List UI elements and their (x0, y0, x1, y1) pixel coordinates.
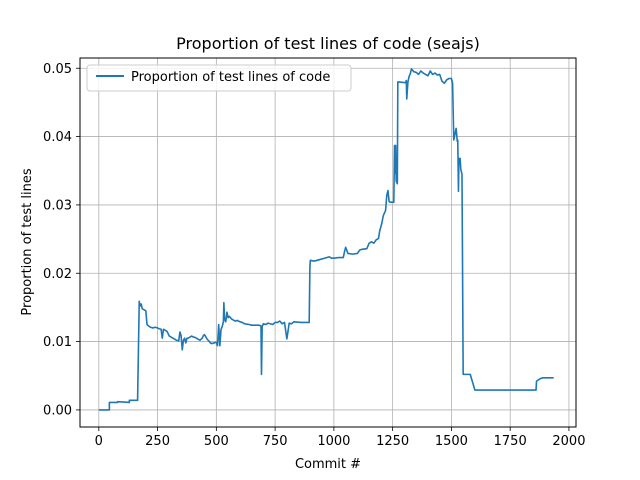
plot-frame (79, 57, 577, 428)
chart-title: Proportion of test lines of code (seajs) (176, 34, 480, 53)
y-tick-label: 0.02 (43, 267, 72, 282)
x-tick-label: 750 (263, 434, 288, 449)
legend: Proportion of test lines of code (86, 64, 352, 92)
y-tick-label: 0.05 (43, 62, 72, 77)
x-tick-label: 1000 (317, 434, 350, 449)
y-tick-label: 0.03 (43, 198, 72, 213)
series-layer (98, 68, 554, 411)
y-axis-label: Proportion of test lines (20, 168, 35, 315)
x-tick-label: 500 (204, 434, 229, 449)
legend-box (86, 64, 352, 92)
x-tick-label: 1750 (494, 434, 527, 449)
x-tick-label: 0 (95, 434, 103, 449)
ticks: 0 250 500 750 1000 1250 1500 1750 2000 0.00 0.01 0.… (43, 62, 585, 449)
y-tick-label: 0.01 (43, 335, 72, 350)
y-tick-label: 0.04 (43, 130, 72, 145)
y-tick-label: 0.00 (43, 403, 72, 418)
legend-entry: Proportion of test lines of code (131, 70, 330, 85)
x-tick-label: 2000 (552, 434, 585, 449)
x-tick-label: 1500 (435, 434, 468, 449)
x-axis-label: Commit # (295, 457, 361, 472)
series-line (98, 68, 554, 411)
x-tick-label: 250 (145, 434, 170, 449)
x-tick-label: 1250 (376, 434, 409, 449)
